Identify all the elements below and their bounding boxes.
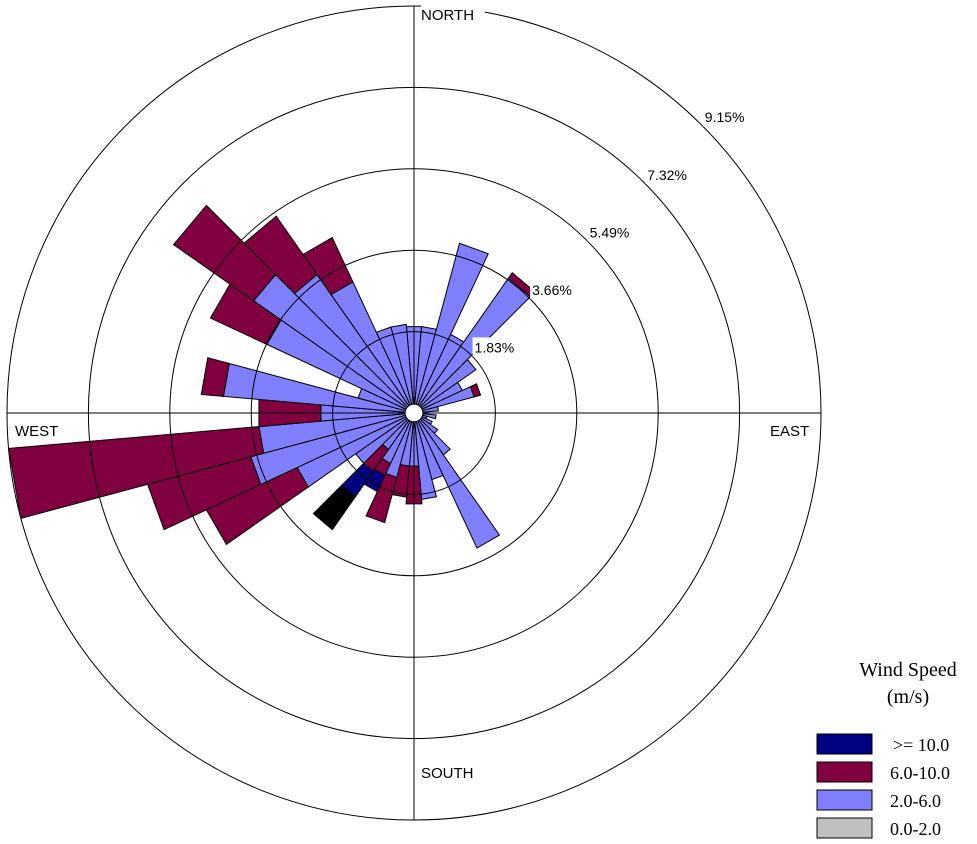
ring-label-3: 5.49% [590, 224, 630, 240]
ring-label-4: 7.32% [647, 167, 687, 183]
grid-layer [6, 5, 822, 821]
ring-label-bg-5 [702, 107, 747, 127]
petal-dir70-bin2 [469, 383, 482, 398]
legend-label-ge10: >= 10.0 [893, 735, 949, 755]
petal-dir280-bin2 [200, 357, 230, 397]
legend-swatch-6-10 [816, 761, 873, 783]
ring-label-bg-2 [530, 279, 575, 299]
west-label-bg [14, 419, 72, 441]
legend-label-2-6: 2.0-6.0 [890, 791, 941, 811]
legend-subtitle: (m/s) [887, 686, 929, 708]
legend-label-6-10: 6.0-10.0 [890, 763, 950, 783]
east-label-bg [768, 419, 818, 441]
legend-swatch-2-6 [816, 789, 873, 811]
north-label-bg [421, 3, 485, 25]
east-label: EAST [770, 423, 809, 440]
legend-swatch-0-2 [816, 817, 873, 839]
center-hub [404, 403, 424, 423]
ring-label-5: 9.15% [705, 109, 745, 125]
petal-dir320-bin2 [243, 215, 318, 295]
west-label: WEST [15, 423, 58, 440]
north-label: NORTH [421, 7, 474, 24]
petal-dir220-bin4 [312, 484, 356, 531]
ring-label-layer: 1.83% 3.66% 5.49% 7.32% 9.15% [472, 107, 747, 357]
ring-label-bg-4 [645, 164, 690, 184]
legend-swatch-ge10 [816, 733, 873, 755]
ring-label-1: 1.83% [475, 339, 515, 355]
ring-label-bg-1 [472, 337, 517, 357]
ring-label-bg-3 [587, 222, 632, 242]
petal-dir330-bin2 [302, 236, 354, 296]
south-label: SOUTH [421, 765, 474, 782]
petal-dir200-bin2 [365, 472, 398, 524]
south-label-bg [421, 761, 485, 783]
legend: Wind Speed (m/s) >= 10.0 6.0-10.0 2.0-6.… [816, 659, 957, 839]
legend-label-0-2: 0.0-2.0 [890, 819, 941, 839]
petal-dir310-bin2 [172, 204, 277, 302]
petal-layer [7, 204, 536, 549]
ring-label-2: 3.66% [532, 282, 572, 298]
legend-title: Wind Speed [859, 659, 957, 681]
